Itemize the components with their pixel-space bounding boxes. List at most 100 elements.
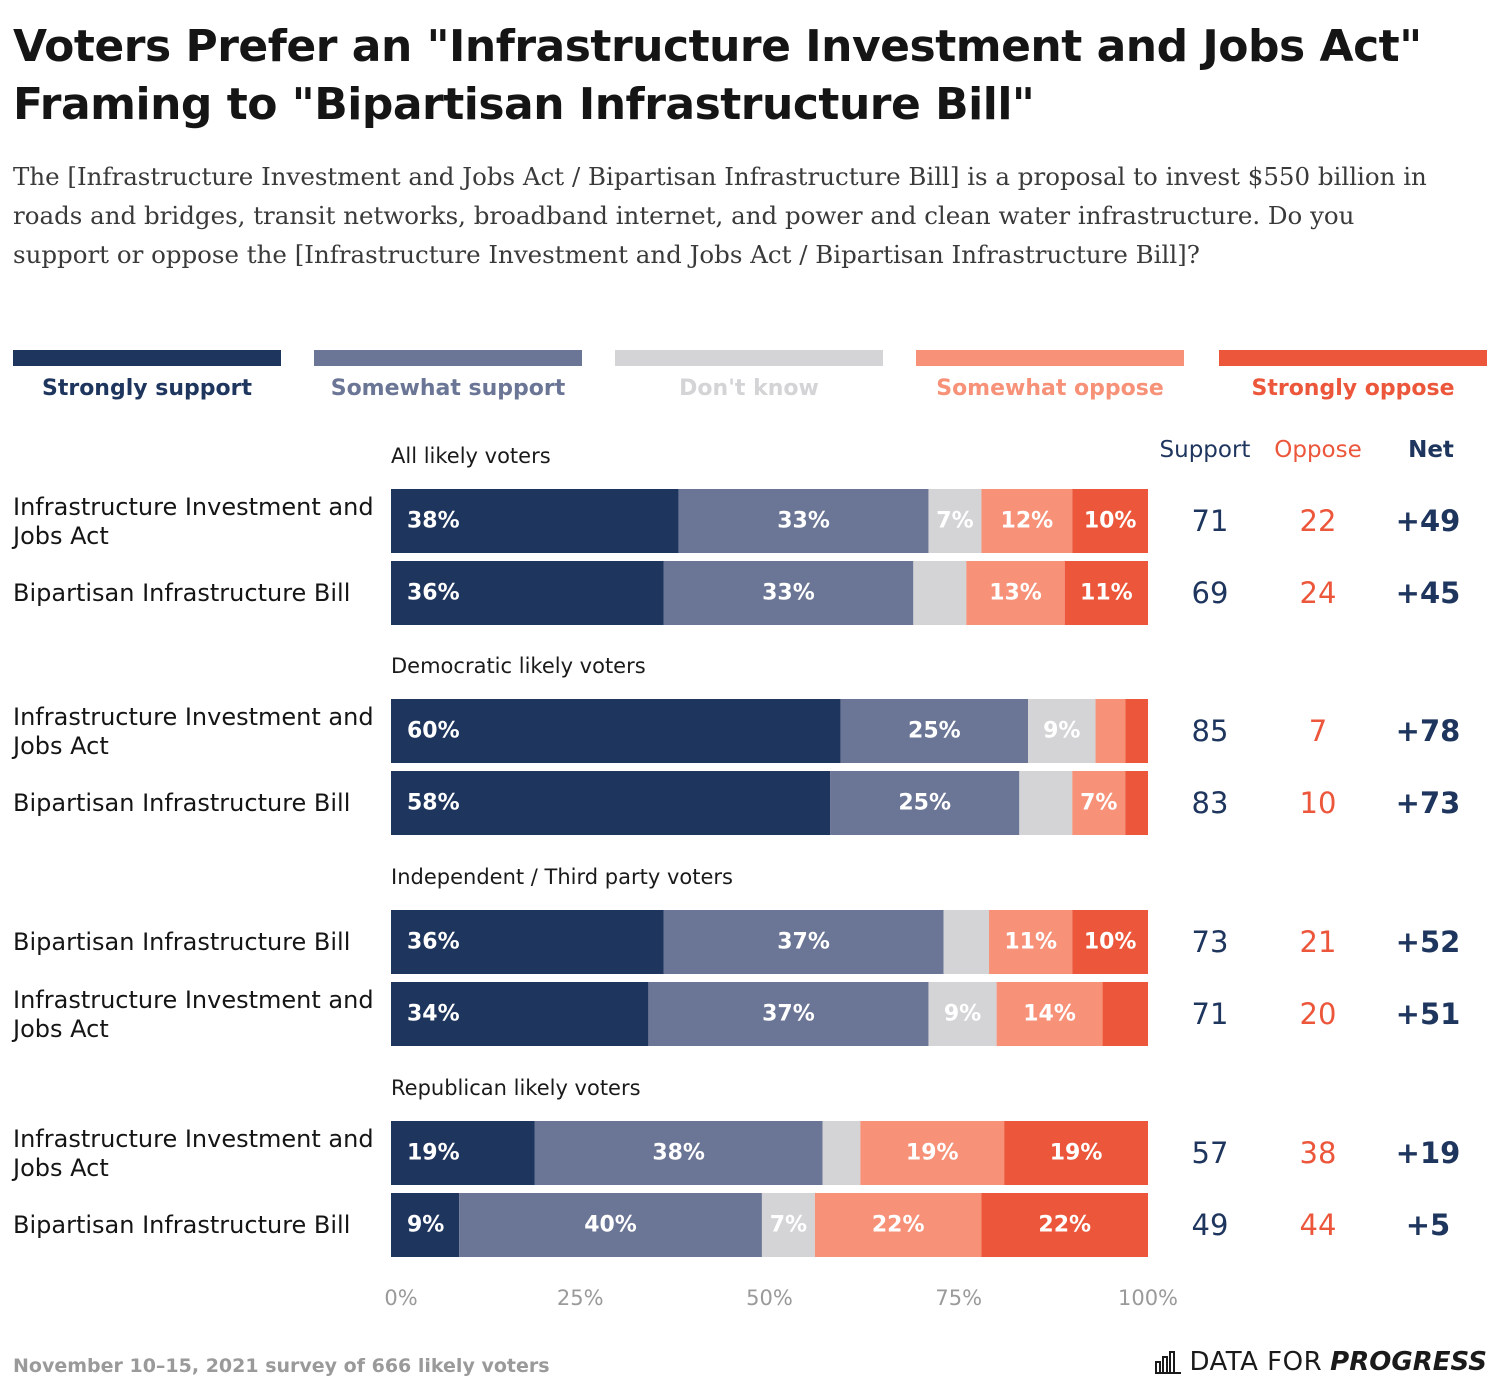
brand-name-part1: DATA FOR bbox=[1189, 1347, 1323, 1377]
bar-value-label: 19% bbox=[407, 1141, 460, 1166]
legend-label: Strongly support bbox=[41, 376, 252, 401]
bar-segment bbox=[678, 489, 929, 553]
bar-chart-icon bbox=[1155, 1351, 1182, 1374]
chart-title: Voters Prefer an "Infrastructure Investm… bbox=[13, 21, 1422, 130]
bar-segment bbox=[1072, 910, 1148, 974]
bar-value-label: 12% bbox=[1001, 509, 1054, 534]
bar-value-label: 36% bbox=[407, 581, 460, 606]
oppose-value: 20 bbox=[1300, 997, 1337, 1031]
group-label: Democratic likely voters bbox=[391, 654, 646, 678]
bar-value-label: 25% bbox=[908, 719, 961, 744]
oppose-value: 44 bbox=[1300, 1208, 1337, 1242]
bar-value-label: 9% bbox=[1043, 719, 1080, 744]
bar-segment bbox=[391, 699, 841, 763]
row-label: Jobs Act bbox=[11, 732, 109, 760]
bar-segment bbox=[391, 561, 664, 625]
bar-value-label: 58% bbox=[407, 791, 460, 816]
row-label: Infrastructure Investment and bbox=[13, 493, 374, 521]
bar-segment bbox=[1072, 489, 1148, 553]
support-value: 49 bbox=[1192, 1208, 1229, 1242]
net-value: +45 bbox=[1396, 576, 1461, 610]
oppose-value: 10 bbox=[1300, 786, 1337, 820]
row-label: Jobs Act bbox=[11, 522, 109, 550]
bar-value-label: 14% bbox=[1023, 1002, 1076, 1027]
bar-segment bbox=[391, 1193, 460, 1257]
bar-segment bbox=[822, 1121, 861, 1185]
row-label: Infrastructure Investment and bbox=[13, 703, 374, 731]
x-tick-label: 0% bbox=[384, 1286, 417, 1310]
row-label: Infrastructure Investment and bbox=[13, 1125, 374, 1153]
row-label: Infrastructure Investment and bbox=[13, 986, 374, 1014]
column-header-net: Net bbox=[1408, 437, 1454, 463]
bar-segment bbox=[663, 910, 944, 974]
bar-value-label: 33% bbox=[762, 581, 815, 606]
bar-value-label: 7% bbox=[936, 509, 973, 534]
row-label: Bipartisan Infrastructure Bill bbox=[13, 928, 350, 956]
bar-segment bbox=[391, 982, 649, 1046]
bar-value-label: 38% bbox=[652, 1141, 705, 1166]
bar-segment bbox=[761, 1193, 815, 1257]
support-value: 69 bbox=[1192, 576, 1229, 610]
row-label: Bipartisan Infrastructure Bill bbox=[13, 579, 350, 607]
bar-segment bbox=[1102, 982, 1148, 1046]
legend-item-strongly-oppose: Strongly oppose bbox=[1219, 350, 1487, 404]
bar-value-label: 7% bbox=[770, 1213, 807, 1238]
bar-value-label: 36% bbox=[407, 930, 460, 955]
oppose-value: 24 bbox=[1300, 576, 1337, 610]
legend-item-somewhat-oppose: Somewhat oppose bbox=[916, 350, 1184, 404]
bar-value-label: 33% bbox=[777, 509, 830, 534]
x-tick-label: 75% bbox=[935, 1286, 982, 1310]
chart-subtitle: The [Infrastructure Investment and Jobs … bbox=[13, 162, 1427, 269]
row-label: Jobs Act bbox=[11, 1154, 109, 1182]
support-value: 71 bbox=[1192, 504, 1229, 538]
bar-segment bbox=[391, 771, 831, 835]
legend-item-strongly-support: Strongly support bbox=[13, 350, 281, 404]
bar-segment bbox=[966, 561, 1065, 625]
footer-note: November 10–15, 2021 survey of 666 likel… bbox=[13, 1355, 550, 1377]
row-label: Bipartisan Infrastructure Bill bbox=[13, 1211, 350, 1239]
bar-segment bbox=[981, 489, 1073, 553]
bar-segment bbox=[534, 1121, 823, 1185]
column-header-support: Support bbox=[1159, 437, 1251, 463]
support-value: 85 bbox=[1192, 714, 1229, 748]
oppose-value: 21 bbox=[1300, 925, 1337, 959]
bar-value-label: 22% bbox=[1038, 1213, 1091, 1238]
x-tick-label: 100% bbox=[1118, 1286, 1178, 1310]
bar-segment bbox=[1125, 699, 1148, 763]
bar-value-label: 13% bbox=[989, 581, 1042, 606]
oppose-value: 7 bbox=[1309, 714, 1327, 748]
bar-segment bbox=[648, 982, 929, 1046]
x-tick-label: 50% bbox=[746, 1286, 793, 1310]
legend-swatch bbox=[916, 350, 1184, 366]
legend-swatch bbox=[615, 350, 883, 366]
bar-value-label: 10% bbox=[1084, 509, 1137, 534]
bar-segment bbox=[391, 910, 664, 974]
net-value: +49 bbox=[1396, 504, 1461, 538]
column-header-oppose: Oppose bbox=[1274, 437, 1362, 463]
legend-swatch bbox=[314, 350, 582, 366]
net-value: +51 bbox=[1396, 997, 1461, 1031]
bar-segment bbox=[814, 1193, 982, 1257]
bar-segment bbox=[459, 1193, 762, 1257]
x-tick-label: 25% bbox=[557, 1286, 604, 1310]
row-label: Jobs Act bbox=[11, 1015, 109, 1043]
bar-segment bbox=[1064, 561, 1148, 625]
bar-segment bbox=[989, 910, 1073, 974]
brand-logo: DATA FOR PROGRESS bbox=[1155, 1344, 1487, 1380]
legend-label: Somewhat support bbox=[330, 376, 566, 401]
legend-item-dont-know: Don't know bbox=[615, 350, 883, 404]
legend-swatch bbox=[1219, 350, 1487, 366]
group-label: All likely voters bbox=[391, 444, 551, 468]
row-label: Bipartisan Infrastructure Bill bbox=[13, 789, 350, 817]
bar-segment bbox=[928, 489, 982, 553]
bar-value-label: 9% bbox=[407, 1213, 444, 1238]
bar-segment bbox=[840, 699, 1029, 763]
net-value: +78 bbox=[1396, 714, 1461, 748]
legend-label: Somewhat oppose bbox=[936, 376, 1164, 401]
oppose-value: 38 bbox=[1300, 1136, 1337, 1170]
bar-segment bbox=[1072, 771, 1126, 835]
group-label: Independent / Third party voters bbox=[391, 865, 733, 889]
bar-value-label: 38% bbox=[407, 509, 460, 534]
bar-value-label: 19% bbox=[906, 1141, 959, 1166]
bar-value-label: 19% bbox=[1050, 1141, 1103, 1166]
